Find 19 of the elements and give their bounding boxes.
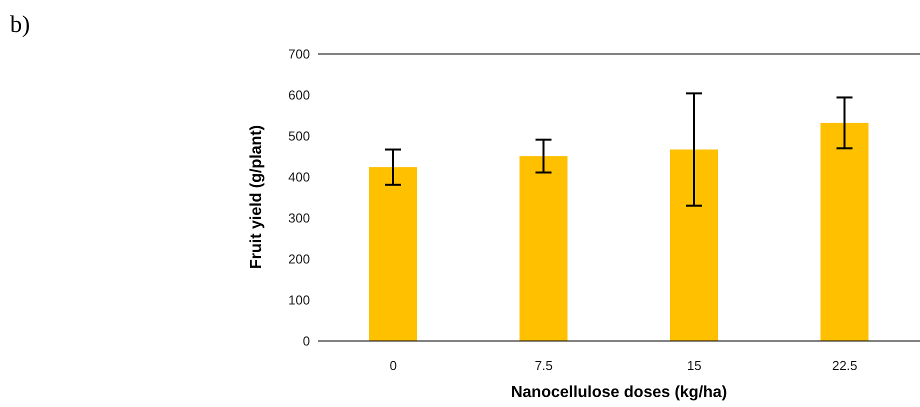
y-tick-label: 0: [302, 334, 310, 349]
bar: [369, 167, 417, 341]
y-tick-label: 100: [288, 292, 310, 308]
x-tick-label: 22.5: [832, 358, 858, 374]
y-tick-label: 300: [288, 210, 310, 226]
x-tick-label: 7.5: [534, 358, 553, 374]
bar: [520, 156, 568, 341]
text: b): [10, 12, 30, 39]
x-tick-label: 15: [687, 358, 702, 374]
x-axis-title: Nanocellulose doses (kg/ha): [510, 384, 728, 402]
y-tick-label: 500: [288, 128, 310, 144]
y-tick-label: 600: [288, 88, 310, 103]
bar: [670, 150, 718, 341]
x-tick-label: 0: [390, 358, 397, 374]
y-tick-label: 400: [288, 170, 310, 185]
y-tick-label: 700: [288, 46, 310, 62]
y-axis-title: Fruit yield (g/plant): [248, 125, 266, 269]
bar: [820, 122, 868, 341]
y-tick-label: 200: [288, 252, 310, 267]
